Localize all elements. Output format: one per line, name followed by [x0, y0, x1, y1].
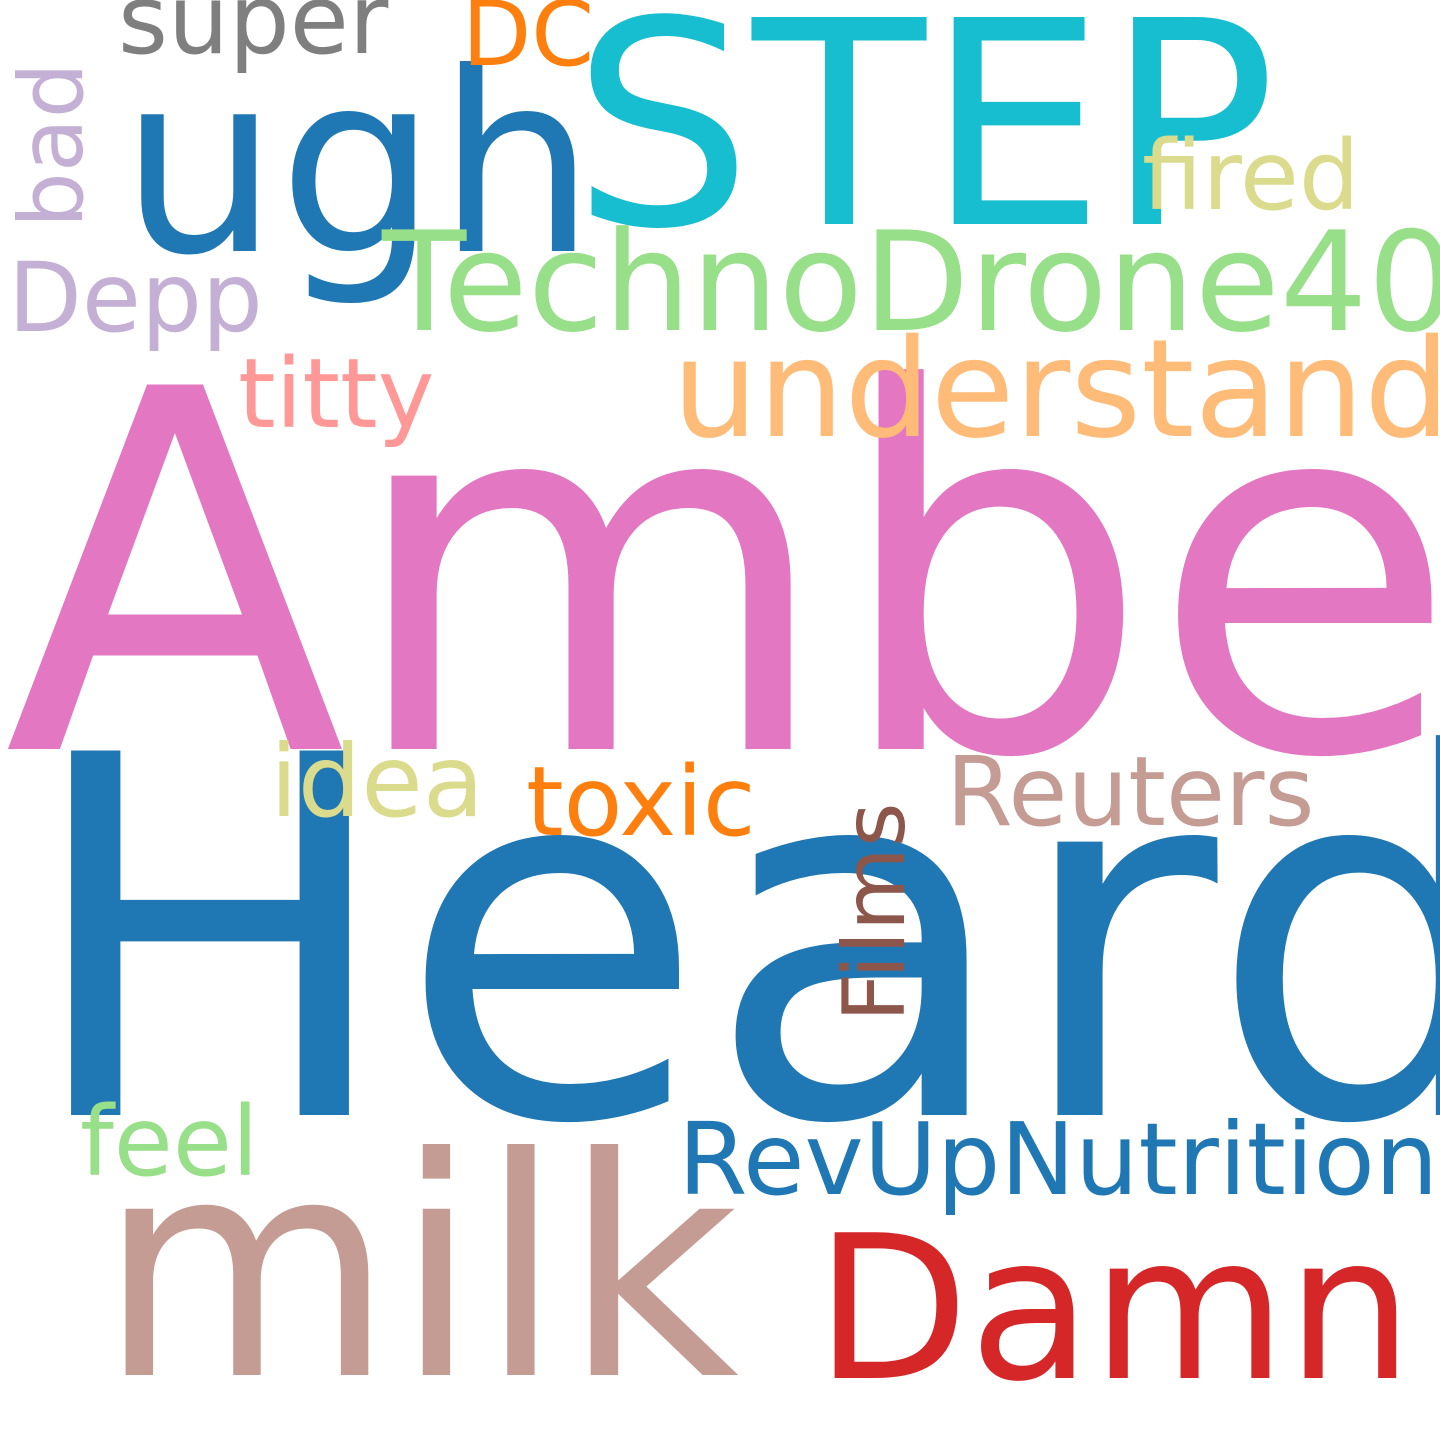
word-step: STEP [572, 0, 1277, 291]
word-depp: Depp [8, 242, 263, 354]
word-understand: understand [672, 311, 1440, 469]
word-technodrone406: TechnoDrone406 [382, 202, 1440, 363]
word-bad: bad [0, 62, 103, 228]
word-idea: idea [270, 723, 485, 840]
word-reuters: Reuters [946, 736, 1315, 848]
word-revupnutrition: RevUpNutrition [678, 1101, 1439, 1218]
word-milk: milk [98, 1093, 740, 1440]
word-titty: titty [238, 338, 435, 450]
word-dc: DC [462, 0, 595, 87]
word-amber: Amber [4, 285, 1440, 867]
word-films: Films [825, 802, 925, 1022]
word-feel: feel [80, 1086, 259, 1198]
word-ugh: ugh [120, 19, 596, 310]
word-damn: Damn [815, 1193, 1414, 1426]
word-toxic: toxic [526, 746, 756, 858]
word-super: super [118, 0, 389, 76]
word-heard: Heard [22, 651, 1440, 1233]
word-fired: fired [1142, 120, 1360, 232]
